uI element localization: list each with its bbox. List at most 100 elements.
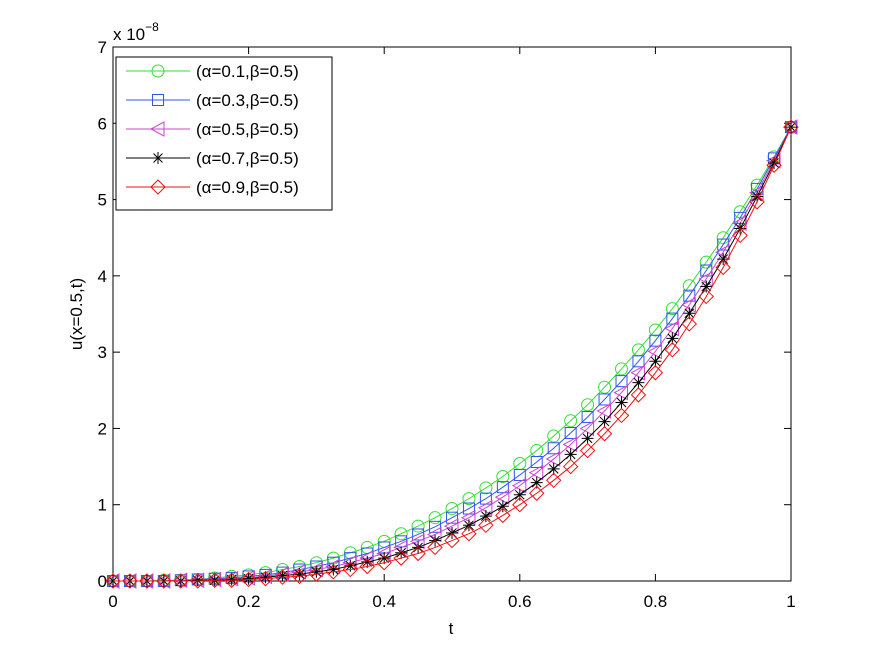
x-tick-label: 0.6 — [508, 592, 532, 611]
marker — [768, 156, 781, 169]
marker — [547, 462, 560, 475]
x-tick-label: 0 — [108, 592, 117, 611]
marker — [259, 571, 272, 584]
marker — [547, 429, 561, 443]
marker — [545, 451, 561, 467]
y-tick-label: 6 — [98, 114, 107, 133]
marker — [647, 343, 662, 360]
marker — [206, 572, 223, 588]
marker — [359, 558, 375, 575]
marker — [151, 64, 165, 78]
y-axis-label: u(x=0.5,t) — [67, 278, 86, 350]
marker — [344, 559, 357, 572]
marker — [361, 555, 374, 568]
marker — [512, 497, 528, 513]
marker — [242, 572, 255, 585]
y-tick-label: 1 — [98, 496, 107, 515]
marker — [528, 464, 544, 481]
marker — [564, 414, 578, 428]
y-tick-label: 3 — [98, 343, 107, 362]
marker — [376, 554, 392, 571]
marker — [717, 238, 730, 251]
marker — [478, 517, 494, 534]
marker — [562, 458, 579, 475]
marker — [665, 302, 679, 316]
marker — [630, 364, 645, 381]
marker — [579, 420, 595, 437]
y-tick-label: 2 — [98, 419, 107, 438]
marker — [615, 375, 628, 388]
marker — [596, 403, 612, 419]
marker — [152, 94, 164, 106]
y-tick-label: 4 — [98, 267, 107, 286]
marker — [479, 510, 492, 523]
y-tick-label: 0 — [98, 572, 107, 591]
marker — [152, 152, 164, 164]
y-tick-label: 7 — [98, 38, 107, 57]
marker — [613, 407, 630, 424]
legend-label: (α=0.5,β=0.5) — [196, 120, 299, 139]
legend-box — [115, 56, 333, 211]
marker — [715, 259, 731, 276]
marker — [446, 511, 458, 524]
marker — [749, 194, 765, 210]
marker — [462, 492, 476, 506]
marker — [378, 552, 391, 565]
marker — [649, 355, 662, 368]
marker — [615, 396, 628, 409]
marker — [150, 179, 166, 195]
marker — [479, 481, 493, 495]
marker — [429, 520, 442, 533]
marker — [395, 546, 408, 559]
marker — [530, 476, 543, 489]
marker — [766, 157, 782, 173]
marker — [648, 323, 662, 337]
legend-label: (α=0.9,β=0.5) — [196, 178, 299, 197]
legend-label: (α=0.3,β=0.5) — [196, 91, 299, 110]
marker — [411, 519, 425, 533]
marker — [666, 312, 679, 325]
marker — [462, 519, 475, 532]
marker — [613, 384, 628, 401]
marker — [496, 469, 510, 483]
marker — [291, 568, 308, 585]
y-scale-exponent: −8 — [145, 20, 159, 34]
marker — [581, 432, 594, 445]
marker — [596, 426, 613, 442]
marker — [630, 387, 647, 403]
marker — [496, 500, 509, 513]
marker — [666, 332, 679, 345]
marker — [308, 566, 325, 582]
marker — [545, 472, 562, 489]
marker — [393, 550, 409, 566]
marker — [342, 561, 359, 578]
marker — [149, 121, 165, 137]
marker — [190, 573, 206, 589]
marker — [564, 427, 577, 440]
marker — [495, 507, 511, 524]
marker — [647, 365, 664, 381]
marker — [615, 362, 628, 376]
marker — [293, 568, 306, 581]
marker — [579, 442, 596, 459]
marker — [681, 316, 698, 332]
marker — [664, 342, 681, 358]
legend: (α=0.1,β=0.5) (α=0.3,β=0.5) (α=0.5,β=0.5) (… — [115, 56, 333, 211]
marker — [173, 573, 189, 589]
marker — [461, 525, 477, 542]
marker — [191, 574, 204, 587]
marker — [683, 307, 696, 320]
legend-label: (α=0.7,β=0.5) — [196, 149, 299, 168]
marker — [139, 573, 155, 589]
marker — [156, 573, 172, 589]
series-line — [113, 126, 792, 582]
marker — [717, 253, 730, 266]
marker — [581, 410, 594, 423]
marker — [513, 468, 526, 481]
marker — [529, 485, 545, 501]
marker — [225, 573, 238, 586]
marker — [700, 280, 713, 293]
marker — [327, 563, 340, 576]
marker — [632, 355, 645, 368]
